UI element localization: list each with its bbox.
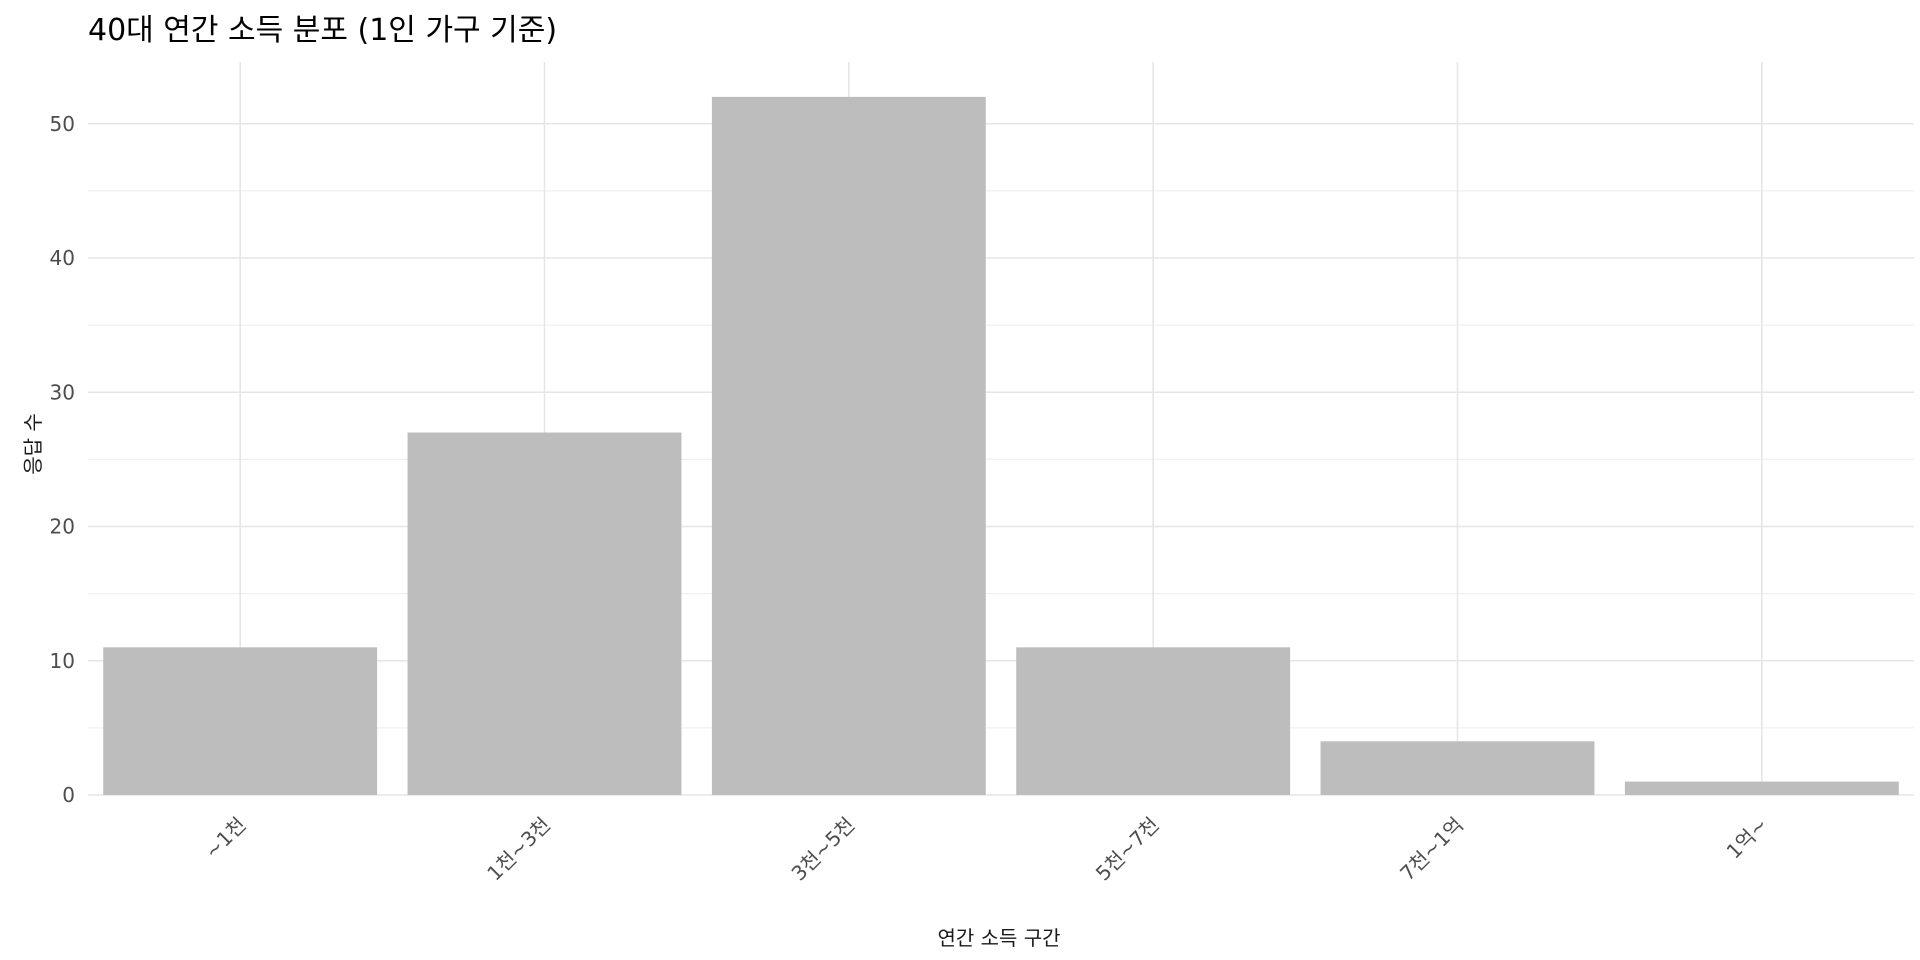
bar-5	[1624, 781, 1899, 795]
y-tick-label: 0	[62, 783, 75, 807]
x-tick-label: 7천~1억	[1395, 813, 1468, 886]
x-tick-label: 1억~	[1722, 813, 1773, 864]
x-tick-label: ~1천	[200, 813, 251, 864]
y-axis-ticks: 0 10 20 30 40 50	[50, 112, 75, 807]
x-tick-label: 5천~7천	[1091, 813, 1164, 886]
x-tick-label: 3천~5천	[787, 813, 860, 886]
bar-0	[103, 647, 378, 795]
bar-1	[407, 432, 682, 795]
y-tick-label: 50	[50, 112, 75, 136]
y-tick-label: 30	[50, 380, 75, 404]
y-axis-title: 응답 수	[21, 413, 45, 475]
y-tick-label: 20	[50, 515, 75, 539]
x-tick-label: 1천~3천	[482, 813, 555, 886]
bar-3	[1016, 647, 1291, 795]
chart-title: 40대 연간 소득 분포 (1인 가구 기준)	[88, 13, 557, 48]
x-axis-ticks: ~1천 1천~3천 3천~5천 5천~7천 7천~1억 1억~	[200, 813, 1773, 886]
bar-2	[711, 96, 986, 795]
bar-4	[1320, 741, 1595, 795]
y-tick-label: 10	[50, 649, 75, 673]
x-axis-title: 연간 소득 구간	[937, 926, 1060, 950]
y-tick-label: 40	[50, 246, 75, 270]
bars	[103, 96, 1899, 795]
